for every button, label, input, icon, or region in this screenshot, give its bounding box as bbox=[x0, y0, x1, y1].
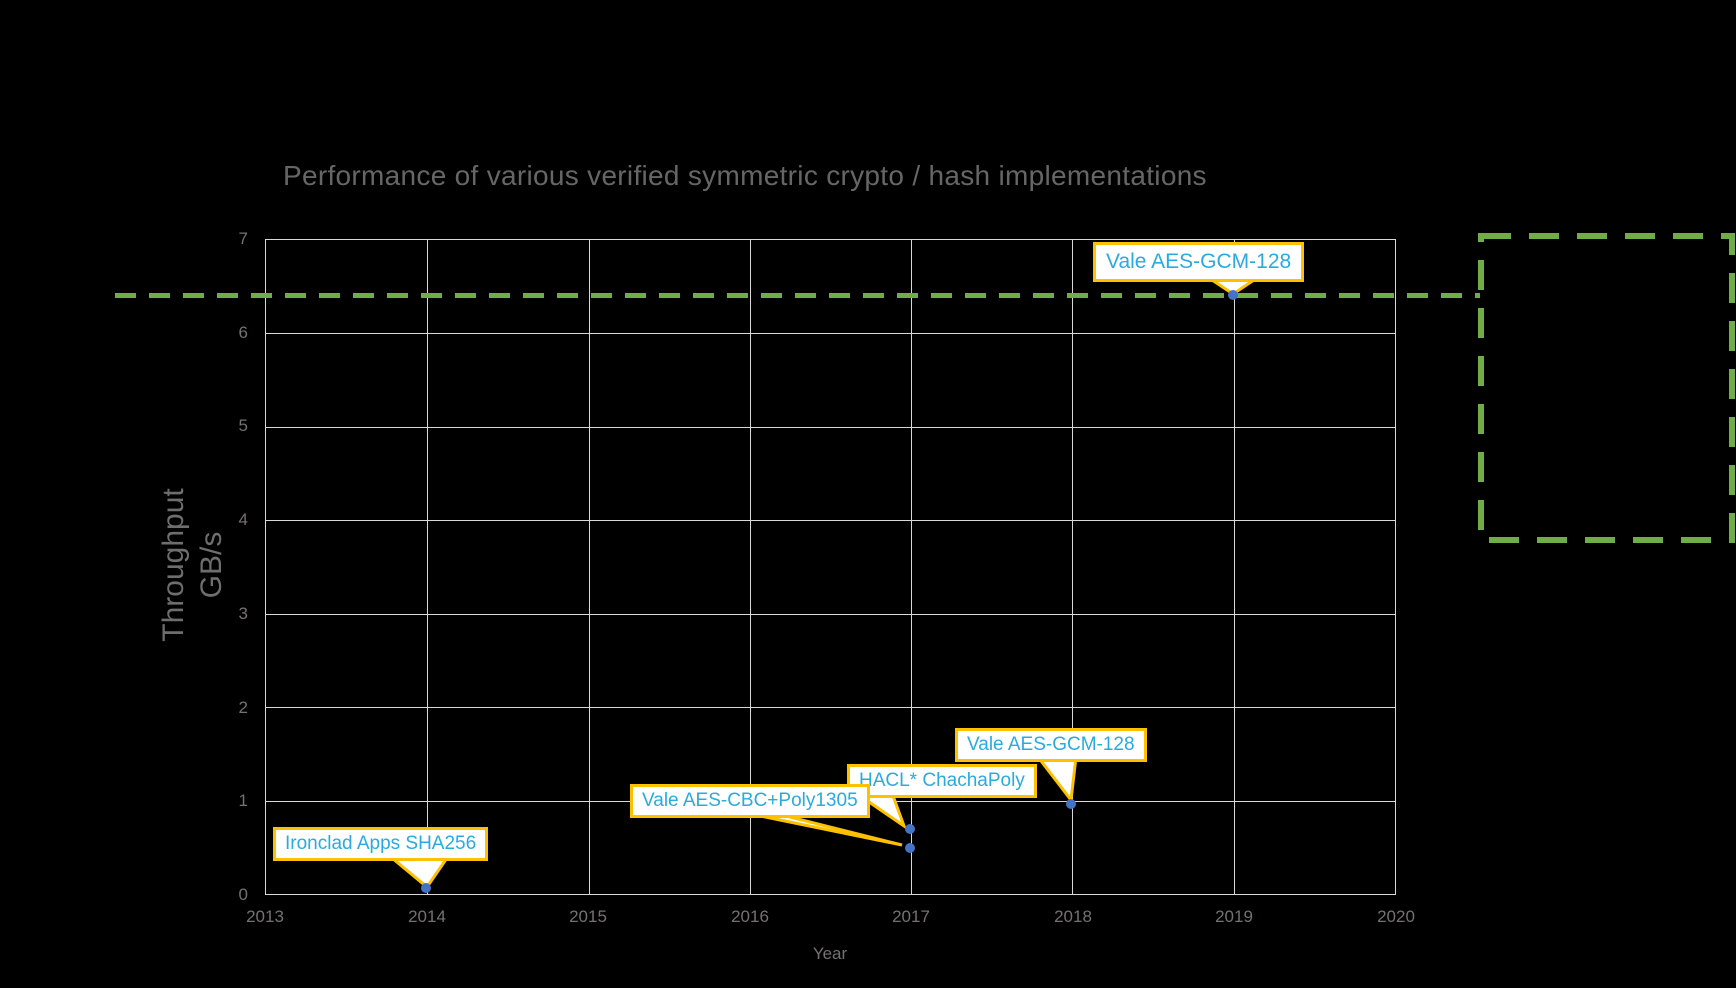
y-tick-label: 2 bbox=[238, 698, 248, 717]
y-tick-label: 7 bbox=[238, 229, 248, 248]
callout-vale-aes-gcm-2019: Vale AES-GCM-128 bbox=[1093, 242, 1305, 282]
y-tick-label: 4 bbox=[238, 510, 248, 529]
callout-vale-aes-cbc-poly1305: Vale AES-CBC+Poly1305 bbox=[630, 784, 870, 818]
y-tick-label: 5 bbox=[238, 416, 248, 435]
chart-title: Performance of various verified symmetri… bbox=[283, 160, 1207, 191]
data-point-ironclad-sha256 bbox=[421, 883, 431, 893]
gridline-vertical bbox=[1072, 240, 1074, 894]
highlight-box bbox=[1478, 233, 1735, 543]
y-tick-label: 6 bbox=[238, 323, 248, 342]
callout-vale-aes-gcm-2018: Vale AES-GCM-128 bbox=[955, 728, 1147, 762]
callout-ironclad-apps-sha256: Ironclad Apps SHA256 bbox=[273, 827, 489, 861]
x-tick-label: 2014 bbox=[408, 907, 446, 926]
y-axis-title: Throughput GB/s bbox=[157, 488, 228, 642]
gridline-vertical bbox=[588, 240, 590, 894]
gridline-horizontal bbox=[266, 333, 1395, 335]
gridline-horizontal bbox=[266, 426, 1395, 428]
gridline-vertical bbox=[911, 240, 913, 894]
x-tick-label: 2020 bbox=[1377, 907, 1415, 926]
y-tick-label: 1 bbox=[238, 791, 248, 810]
callout-hacl-chachapoly: HACL* ChachaPoly bbox=[847, 764, 1037, 798]
gridline-vertical bbox=[427, 240, 429, 894]
gridline-vertical bbox=[1233, 240, 1235, 894]
data-point-vale-aes-cbc-poly1305 bbox=[905, 843, 915, 853]
x-tick-label: 2013 bbox=[246, 907, 284, 926]
gridline-horizontal bbox=[266, 520, 1395, 522]
gridline-horizontal bbox=[266, 613, 1395, 615]
x-tick-label: 2018 bbox=[1054, 907, 1092, 926]
data-point-vale-aes-gcm-2019 bbox=[1228, 290, 1238, 300]
x-tick-label: 2015 bbox=[569, 907, 607, 926]
gridline-vertical bbox=[749, 240, 751, 894]
x-axis-title: Year bbox=[812, 944, 848, 963]
x-tick-label: 2017 bbox=[892, 907, 930, 926]
gridline-horizontal bbox=[266, 707, 1395, 709]
y-tick-label: 0 bbox=[238, 885, 248, 904]
x-tick-label: 2019 bbox=[1215, 907, 1253, 926]
data-point-hacl-chachapoly bbox=[905, 824, 915, 834]
x-tick-label: 2016 bbox=[731, 907, 769, 926]
callout-pointer-ironclad bbox=[387, 856, 450, 890]
data-point-vale-aes-gcm-2018 bbox=[1066, 799, 1076, 809]
y-tick-label: 3 bbox=[238, 604, 248, 623]
callout-pointer-vale-gcm-2018 bbox=[1034, 755, 1078, 804]
